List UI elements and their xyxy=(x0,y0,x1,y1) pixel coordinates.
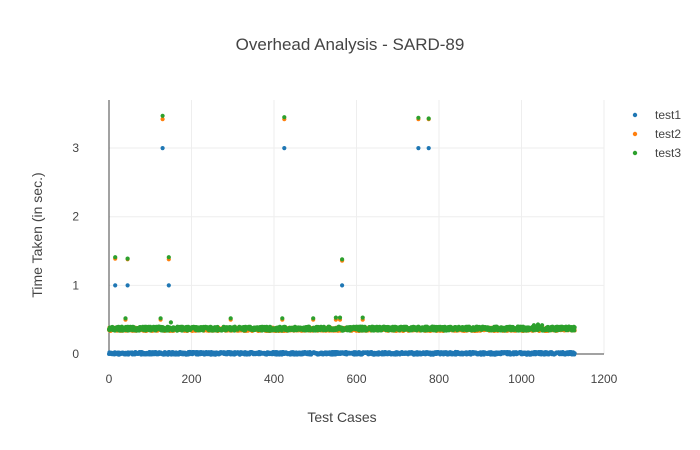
legend[interactable]: test1 test2 test3 xyxy=(632,108,682,160)
legend-marker xyxy=(632,112,638,118)
outlier-point xyxy=(158,316,163,321)
outlier-point xyxy=(535,322,541,327)
outlier-point xyxy=(340,257,345,262)
x-tick-label: 800 xyxy=(429,372,449,386)
y-axis-label: Time Taken (in sec.) xyxy=(29,172,45,297)
outlier-point xyxy=(125,283,130,288)
y-tick-label: 2 xyxy=(72,210,79,224)
series-test1 xyxy=(107,146,577,357)
outlier-point xyxy=(531,323,537,328)
legend-item-test3[interactable]: test3 xyxy=(632,146,682,160)
axis-labels: 0 200 400 600 800 1000 1200 0 1 2 3 xyxy=(72,141,617,386)
chart-title: Overhead Analysis - SARD-89 xyxy=(236,35,465,54)
grid xyxy=(109,100,605,354)
outlier-point xyxy=(340,283,345,288)
outlier-point xyxy=(360,315,365,320)
legend-label: test1 xyxy=(655,108,681,122)
outlier-point xyxy=(228,316,233,321)
x-tick-label: 200 xyxy=(181,372,201,386)
x-tick-label: 0 xyxy=(106,372,113,386)
x-axis-label: Test Cases xyxy=(307,409,376,425)
legend-label: test2 xyxy=(655,127,681,141)
outlier-point xyxy=(426,146,431,151)
outlier-point xyxy=(166,255,171,260)
outlier-point xyxy=(416,115,421,120)
x-tick-label: 400 xyxy=(264,372,284,386)
outlier-point xyxy=(160,117,165,122)
outlier-point xyxy=(160,113,165,118)
outlier-point xyxy=(123,316,128,321)
y-tick-label: 1 xyxy=(72,278,79,292)
outlier-point xyxy=(125,256,130,261)
outlier-point xyxy=(160,146,165,151)
legend-label: test3 xyxy=(655,146,681,160)
outlier-point xyxy=(426,116,431,121)
data-point xyxy=(572,351,577,356)
legend-marker xyxy=(632,150,638,156)
outlier-point xyxy=(113,283,118,288)
outlier-point xyxy=(540,323,545,328)
data-point xyxy=(572,328,577,333)
outlier-point xyxy=(280,316,285,321)
outlier-point xyxy=(311,316,316,321)
outlier-point xyxy=(168,320,173,325)
series-test3 xyxy=(107,113,577,333)
outlier-point xyxy=(416,146,421,151)
outlier-point xyxy=(113,255,118,260)
outlier-point xyxy=(333,315,338,320)
legend-item-test2[interactable]: test2 xyxy=(632,127,682,141)
x-tick-label: 1200 xyxy=(591,372,618,386)
y-tick-label: 3 xyxy=(72,141,79,155)
data-point xyxy=(572,325,577,330)
y-tick-label: 0 xyxy=(72,347,79,361)
data-points xyxy=(107,113,577,357)
x-tick-label: 600 xyxy=(346,372,366,386)
legend-item-test1[interactable]: test1 xyxy=(632,108,682,122)
outlier-point xyxy=(166,283,171,288)
outlier-point xyxy=(282,115,287,120)
legend-marker xyxy=(632,131,638,137)
x-tick-label: 1000 xyxy=(508,372,535,386)
outlier-point xyxy=(337,315,343,320)
outlier-point xyxy=(282,146,287,151)
